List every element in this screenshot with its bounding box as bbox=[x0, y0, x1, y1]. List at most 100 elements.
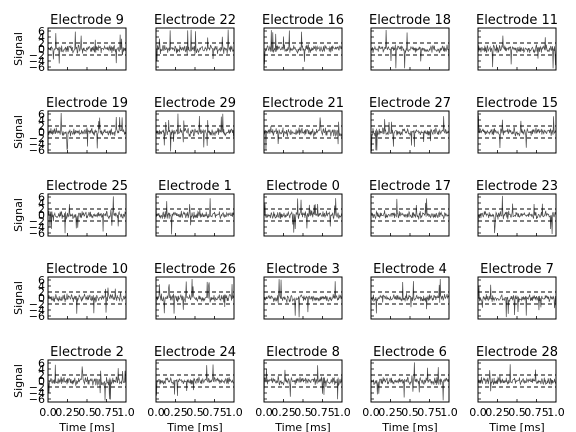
signal-trace bbox=[155, 364, 235, 396]
y-axis-label: Signal bbox=[12, 364, 25, 398]
signal-trace bbox=[477, 364, 557, 392]
electrode-panel: Electrode 17 bbox=[369, 179, 451, 237]
panel-title: Electrode 3 bbox=[266, 262, 340, 277]
signal-trace bbox=[370, 30, 450, 69]
y-tick-label: −4 bbox=[29, 138, 45, 151]
electrode-panel: Electrode 0 bbox=[263, 179, 343, 237]
panel-title: Electrode 28 bbox=[476, 345, 558, 360]
panel-title: Electrode 8 bbox=[266, 345, 340, 360]
y-tick-label: 0 bbox=[38, 292, 45, 305]
panel-title: Electrode 1 bbox=[158, 179, 232, 194]
signal-trace bbox=[155, 29, 235, 62]
y-tick-label: 6 bbox=[38, 108, 45, 121]
electrode-panel: Electrode 11 bbox=[476, 13, 558, 71]
signal-trace bbox=[47, 31, 127, 64]
panel-title: Electrode 26 bbox=[154, 262, 236, 277]
electrode-panel: Electrode 23 bbox=[476, 179, 558, 237]
panel-title: Electrode 17 bbox=[369, 179, 451, 194]
y-tick-label: −2 bbox=[29, 49, 45, 62]
x-axis-label: Time [ms] bbox=[381, 421, 437, 432]
panel-title: Electrode 10 bbox=[46, 262, 128, 277]
signal-trace bbox=[155, 278, 235, 314]
x-axis-label: Time [ms] bbox=[274, 421, 330, 432]
signal-trace bbox=[370, 362, 450, 401]
y-tick-label: 4 bbox=[38, 363, 45, 376]
x-tick-label: 0.0 bbox=[255, 406, 273, 419]
y-tick-label: −2 bbox=[29, 381, 45, 394]
y-tick-label: 0 bbox=[38, 209, 45, 222]
y-tick-label: 2 bbox=[38, 369, 45, 382]
x-tick-label: 0.75 bbox=[417, 406, 442, 419]
x-tick-label: 0.75 bbox=[202, 406, 227, 419]
y-tick-label: −4 bbox=[29, 387, 45, 400]
panel-title: Electrode 9 bbox=[50, 13, 124, 28]
signal-trace bbox=[477, 35, 557, 69]
panel-title: Electrode 21 bbox=[262, 96, 344, 111]
signal-trace bbox=[477, 284, 557, 318]
panel-title: Electrode 22 bbox=[154, 13, 236, 28]
signal-trace bbox=[370, 279, 450, 314]
signal-trace bbox=[47, 112, 127, 150]
x-tick-label: 1.0 bbox=[440, 406, 458, 419]
x-axis-label: Time [ms] bbox=[166, 421, 222, 432]
y-tick-label: 4 bbox=[38, 114, 45, 127]
y-tick-label: 6 bbox=[38, 191, 45, 204]
x-tick-label: 0.0 bbox=[362, 406, 380, 419]
y-tick-label: −2 bbox=[29, 132, 45, 145]
electrode-panel: Electrode 29 bbox=[154, 96, 236, 154]
panel-title: Electrode 0 bbox=[266, 179, 340, 194]
signal-trace bbox=[263, 117, 343, 151]
x-tick-label: 1.0 bbox=[333, 406, 351, 419]
y-tick-label: −6 bbox=[29, 310, 45, 323]
y-tick-label: 2 bbox=[38, 203, 45, 216]
x-tick-label: 0.5 bbox=[186, 406, 204, 419]
axes-frame bbox=[370, 110, 450, 154]
y-tick-label: 0 bbox=[38, 375, 45, 388]
y-tick-label: −6 bbox=[29, 144, 45, 157]
y-axis-label: Signal bbox=[12, 281, 25, 315]
y-tick-label: −6 bbox=[29, 61, 45, 74]
x-tick-label: 0.25 bbox=[378, 406, 403, 419]
x-tick-label: 0.75 bbox=[524, 406, 549, 419]
signal-trace bbox=[155, 198, 235, 235]
x-tick-label: 0.5 bbox=[294, 406, 312, 419]
signal-trace bbox=[263, 30, 343, 65]
electrode-panel: Electrode 7 bbox=[477, 262, 557, 320]
panel-title: Electrode 27 bbox=[369, 96, 451, 111]
x-tick-label: 0.25 bbox=[485, 406, 510, 419]
y-tick-label: 4 bbox=[38, 197, 45, 210]
y-tick-label: 4 bbox=[38, 280, 45, 293]
x-tick-label: 0.5 bbox=[401, 406, 419, 419]
signal-trace bbox=[370, 198, 450, 220]
signal-trace bbox=[263, 365, 343, 400]
y-tick-label: −4 bbox=[29, 55, 45, 68]
x-axis-label: Time [ms] bbox=[488, 421, 544, 432]
electrode-panel: Electrode 26 bbox=[154, 262, 236, 320]
signal-trace bbox=[47, 287, 127, 314]
panel-title: Electrode 4 bbox=[373, 262, 447, 277]
electrode-panel: Electrode 27 bbox=[369, 96, 451, 154]
y-tick-label: −6 bbox=[29, 393, 45, 406]
x-tick-label: 0.5 bbox=[78, 406, 96, 419]
panel-title: Electrode 19 bbox=[46, 96, 128, 111]
x-tick-label: 0.75 bbox=[94, 406, 119, 419]
y-axis-label: Signal bbox=[12, 32, 25, 66]
x-tick-label: 1.0 bbox=[117, 406, 135, 419]
x-tick-label: 0.25 bbox=[55, 406, 80, 419]
y-tick-label: 6 bbox=[38, 25, 45, 38]
x-tick-label: 0.5 bbox=[508, 406, 526, 419]
y-tick-label: −6 bbox=[29, 227, 45, 240]
electrode-panel: Electrode 18 bbox=[369, 13, 451, 71]
signal-trace bbox=[370, 116, 450, 152]
y-tick-label: 0 bbox=[38, 43, 45, 56]
electrode-panel: Electrode 21 bbox=[262, 96, 344, 154]
y-tick-label: 6 bbox=[38, 357, 45, 370]
y-tick-label: 2 bbox=[38, 37, 45, 50]
y-tick-label: −4 bbox=[29, 304, 45, 317]
x-tick-label: 0.0 bbox=[147, 406, 165, 419]
electrode-panel: Electrode 3 bbox=[263, 262, 343, 320]
signal-trace bbox=[263, 279, 343, 318]
